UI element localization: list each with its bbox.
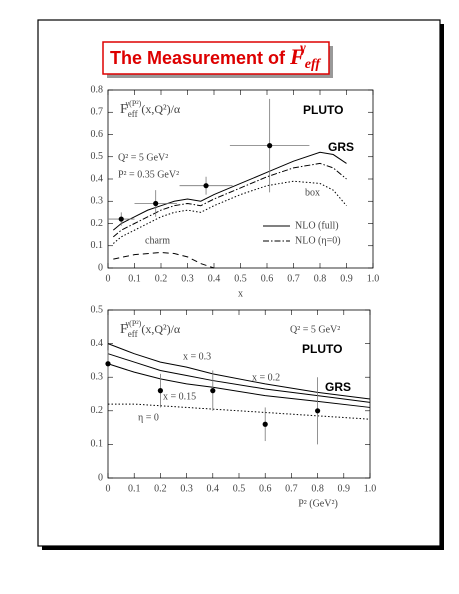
series-line (108, 403, 371, 420)
legend-label: NLO (full) (295, 220, 339, 231)
slide-title: The Measurement of Feffγ (110, 41, 321, 72)
y-tick-label: 0.1 (91, 439, 104, 450)
x-tick-label: 0.2 (155, 273, 168, 284)
x-tick-label: 1.0 (367, 273, 380, 284)
annotation: GRS (328, 140, 354, 154)
y-tick-label: 0.5 (91, 151, 104, 162)
series-line (107, 343, 371, 400)
y-tick-label: 0 (98, 472, 103, 483)
x-tick-label: 0.9 (340, 273, 353, 284)
x-tick-label: 0.7 (285, 483, 298, 494)
x-tick-label: 0.2 (154, 483, 167, 494)
x-tick-label: 0.1 (128, 483, 141, 494)
title-symbol: F (289, 44, 305, 69)
y-label-sup: γ(P²) (125, 319, 142, 328)
y-axis-label: Feffγ(P²)(x,Q²)/α (120, 319, 181, 339)
x-tick-label: 0.7 (287, 273, 300, 284)
data-point (153, 200, 159, 207)
x-tick-label: 0.5 (233, 483, 246, 494)
x-tick-label: 0.5 (234, 273, 247, 284)
annotation: P² = 0.35 GeV² (118, 169, 179, 180)
y-label-rest: (x,Q²)/α (141, 102, 181, 116)
series-line (112, 162, 347, 238)
data-point (267, 143, 273, 149)
x-tick-label: 0.4 (207, 483, 220, 494)
legend-label: NLO (η=0) (295, 235, 341, 246)
y-tick-label: 0.6 (91, 129, 104, 140)
y-label-sub: eff (128, 329, 138, 339)
title-text: The Measurement of (110, 48, 290, 68)
y-tick-label: 0.8 (91, 84, 104, 95)
series-label: x = 0.3 (183, 351, 211, 362)
x-tick-label: 0 (106, 483, 111, 494)
y-tick-label: 0.2 (91, 405, 104, 416)
series-label: x = 0.2 (252, 372, 280, 383)
x-tick-label: 0 (106, 273, 111, 284)
series-line (107, 353, 371, 403)
x-tick-label: 0.3 (180, 483, 193, 494)
data-point (157, 388, 163, 394)
annotation: Q² = 5 GeV² (118, 152, 168, 163)
y-tick-label: 0.5 (91, 304, 104, 315)
y-tick-label: 0.4 (91, 338, 104, 349)
x-tick-label: 1.0 (364, 483, 377, 494)
title-sub: eff (305, 57, 322, 72)
series-label: charm (145, 235, 170, 246)
x-tick-label: 0.6 (261, 273, 274, 284)
annotation: PLUTO (302, 342, 342, 356)
annotation: GRS (325, 380, 351, 394)
series-line (107, 363, 371, 408)
title-sup: γ (300, 41, 306, 56)
x-tick-label: 0.1 (128, 273, 141, 284)
y-axis-label: Feffγ(P²)(x,Q²)/α (120, 99, 181, 119)
annotation: PLUTO (303, 103, 343, 117)
data-point (203, 183, 209, 189)
y-label-sub: eff (128, 109, 138, 119)
x-axis-label: P² (GeV²) (298, 498, 338, 509)
data-point (315, 408, 321, 414)
y-tick-label: 0.2 (91, 218, 104, 229)
data-point (210, 388, 216, 394)
series-line (112, 151, 347, 231)
y-tick-label: 0.1 (91, 240, 104, 251)
y-tick-label: 0.4 (91, 173, 104, 184)
y-tick-label: 0.3 (91, 371, 104, 382)
y-label-main: F (120, 322, 128, 337)
data-point (118, 216, 124, 222)
x-tick-label: 0.8 (314, 273, 327, 284)
annotation: Q² = 5 GeV² (290, 324, 340, 335)
y-tick-label: 0.7 (91, 107, 104, 118)
x-tick-label: 0.8 (311, 483, 324, 494)
x-tick-label: 0.3 (181, 273, 194, 284)
data-point (262, 421, 268, 427)
y-tick-label: 0 (98, 262, 103, 273)
series-label: box (305, 187, 320, 198)
data-point (105, 361, 111, 367)
series-label: η = 0 (138, 412, 159, 423)
x-axis-label: x (238, 288, 243, 299)
series-line (113, 251, 215, 269)
y-label-sup: γ(P²) (125, 99, 142, 108)
y-label-main: F (120, 102, 128, 117)
y-label-rest: (x,Q²)/α (141, 322, 181, 336)
x-tick-label: 0.6 (259, 483, 272, 494)
y-tick-label: 0.3 (91, 196, 104, 207)
series-label: x = 0.15 (163, 391, 196, 402)
title-box (102, 41, 330, 75)
series-line (112, 180, 347, 244)
x-tick-label: 0.9 (338, 483, 351, 494)
x-tick-label: 0.4 (208, 273, 221, 284)
